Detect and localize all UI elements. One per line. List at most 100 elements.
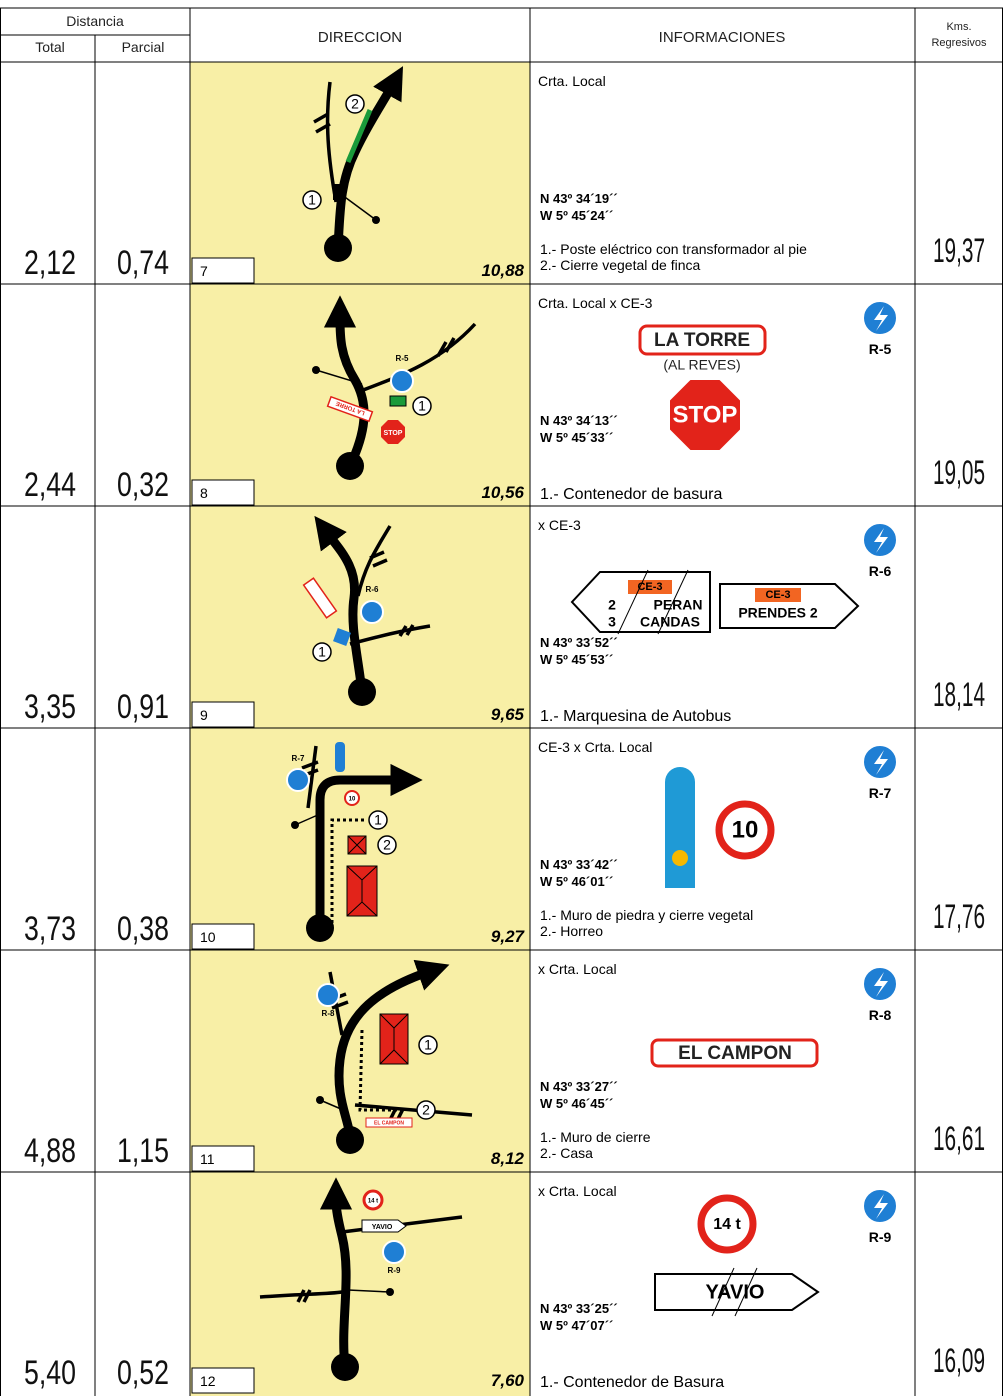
road: Crta. Local	[538, 73, 606, 89]
refugio-bolt	[874, 528, 888, 553]
sign-text: CE-3	[637, 581, 662, 593]
sign-text: 3	[608, 614, 616, 630]
coordinate: W 5º 45´24´´	[540, 208, 613, 223]
step-box	[191, 257, 255, 284]
partial: 0,74	[117, 244, 169, 282]
total: 2,44	[24, 466, 76, 504]
diagram-label: 2	[422, 1102, 430, 1118]
sign-text: PRENDES 2	[738, 605, 818, 621]
sign-text: CE-3	[765, 589, 790, 601]
note: 1.- Contenedor de basura	[540, 486, 722, 503]
note: 1.- Muro de piedra y cierre vegetal	[540, 907, 753, 923]
distance: 8,12	[491, 1149, 525, 1168]
coordinate: W 5º 46´45´´	[540, 1096, 613, 1111]
diagram-label: 1	[308, 192, 316, 208]
diagram-label: 2	[383, 837, 391, 853]
total: 2,12	[24, 244, 76, 282]
road: x CE-3	[538, 517, 581, 533]
road: CE-3 x Crta. Local	[538, 739, 652, 755]
sign-text: PERAN	[653, 597, 702, 613]
diagram: 1 2 EL CAMPON R-8	[316, 959, 473, 1154]
sign-text: CANDAS	[640, 614, 700, 630]
note: 1.- Poste eléctrico con transformador al…	[540, 241, 807, 257]
header-direction: DIRECCION	[318, 29, 402, 46]
header: Distancia Total Parcial DIRECCION INFORM…	[35, 13, 987, 55]
note: 2.- Casa	[540, 1145, 593, 1161]
kms: 19,05	[933, 454, 985, 492]
coordinate: N 43º 33´27´´	[540, 1079, 618, 1094]
diagram: R-6 1	[302, 515, 431, 706]
step-box	[191, 701, 255, 728]
refugio-bolt	[874, 1194, 888, 1219]
partial: 0,38	[117, 910, 169, 948]
diagram-label: 2	[351, 96, 359, 112]
note: 1.- Contenedor de Basura	[540, 1374, 724, 1391]
signs: LA TORRE (AL REVES) STOP	[638, 324, 767, 452]
sign-text: LA TORRE	[654, 330, 750, 351]
diagram-label: 10	[349, 797, 356, 803]
diagram-label: 1	[318, 644, 326, 660]
sign-text: 2	[608, 597, 616, 613]
diagram: 10 R-7 1 2	[286, 742, 423, 942]
road: x Crta. Local	[538, 961, 617, 977]
rows: 2,12 0,74 19,37 7 10,88 Crta. Local N 43º 34´1…	[0, 73, 1003, 1394]
distance: 10,88	[481, 261, 524, 280]
coordinate: W 5º 47´07´´	[540, 1318, 613, 1333]
row: 2,12 0,74 19,37 7 10,88 Crta. Local N 43º 34´1…	[24, 73, 985, 284]
kms: 19,37	[933, 232, 985, 270]
diagram-label: 14 t	[368, 1199, 378, 1205]
sign-text: YAVIO	[706, 1281, 765, 1303]
diagram: 14 t YAVIO R-9	[259, 1177, 463, 1381]
road: Crta. Local x CE-3	[538, 295, 653, 311]
refugio-bolt	[874, 306, 888, 331]
coordinate: N 43º 33´25´´	[540, 1301, 618, 1316]
distance: 9,65	[491, 705, 525, 724]
diagram-label: 1	[418, 398, 426, 414]
sign-text: 14 t	[713, 1216, 741, 1233]
header-kms: Kms.	[946, 21, 971, 33]
header-distance: Distancia	[66, 13, 124, 29]
refugio-bolt	[874, 750, 888, 775]
coordinate: W 5º 46´01´´	[540, 874, 613, 889]
step: 7	[200, 263, 208, 279]
sign-text: STOP	[673, 401, 738, 428]
sign-text: EL CAMPON	[678, 1043, 792, 1064]
coordinate: N 43º 34´19´´	[540, 191, 618, 206]
row: 5,40 0,52 16,09 12 7,60 x Crta. Local N 43º 33…	[0, 1171, 1003, 1394]
diagram-label: STOP	[384, 430, 403, 437]
row: 3,73 0,38 17,76 10 9,27 CE-3 x Crta. Local N 4…	[0, 727, 1003, 950]
distance: 7,60	[491, 1371, 525, 1390]
header-info: INFORMACIONES	[659, 29, 786, 46]
row: 4,88 1,15 16,61 11 8,12 x Crta. Local N 43º 33…	[0, 949, 1003, 1172]
total: 4,88	[24, 1132, 76, 1170]
diagram-label: R-5	[396, 354, 409, 363]
step-box	[191, 479, 255, 506]
coordinate: N 43º 33´42´´	[540, 857, 618, 872]
step: 8	[200, 485, 208, 501]
coordinate: W 5º 45´53´´	[540, 652, 613, 667]
diagram-label: YAVIO	[372, 1224, 393, 1231]
refugio-label: R-6	[869, 563, 892, 579]
refugio-label: R-8	[869, 1007, 892, 1023]
note: 2.- Cierre vegetal de finca	[540, 257, 701, 273]
diagram-label: R-7	[292, 754, 305, 763]
row: 3,35 0,91 18,14 9 9,65 x CE-3 N 43º 33´52´´ W 5…	[0, 505, 1003, 728]
coordinate: N 43º 33´52´´	[540, 635, 618, 650]
step: 12	[200, 1373, 216, 1389]
header-partial: Parcial	[122, 39, 165, 55]
kms: 16,61	[933, 1120, 985, 1158]
diagram: 1 2	[302, 66, 404, 262]
row: 2,44 0,32 19,05 8 10,56 Crta. Local x CE-3 N 4…	[0, 283, 1003, 506]
diagram-label: 1	[374, 812, 382, 828]
sign-text: 10	[732, 816, 759, 843]
partial: 0,52	[117, 1354, 169, 1392]
distance: 10,56	[481, 483, 524, 502]
diagram-label: R-8	[322, 1009, 335, 1018]
diagram-label: 1	[424, 1037, 432, 1053]
refugio-label: R-7	[869, 785, 892, 801]
header-total: Total	[35, 39, 65, 55]
step-box	[191, 923, 255, 950]
kms: 18,14	[933, 676, 985, 714]
road: x Crta. Local	[538, 1183, 617, 1199]
step: 9	[200, 707, 208, 723]
